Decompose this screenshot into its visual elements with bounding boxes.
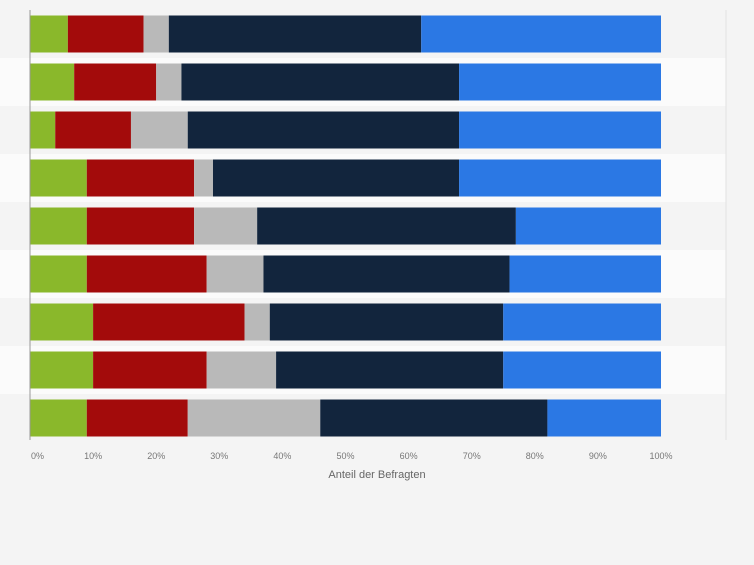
- x-tick-label-9: 90%: [589, 451, 607, 461]
- bar-segment-row3-series1: [86, 159, 195, 197]
- bar-segment-row4-series2: [194, 207, 258, 245]
- bar-segment-row0-series1: [67, 15, 144, 53]
- x-axis-ticks: 0% 10% 20% 30% 40% 50% 60% 70% 80% 90% 100%: [31, 451, 673, 461]
- bar-segment-row0-series0: [30, 15, 68, 53]
- x-axis-label: Anteil der Befragten: [328, 469, 425, 481]
- bar-segment-row0-series4: [421, 15, 661, 53]
- x-tick-label-5: 50%: [336, 451, 354, 461]
- x-tick-label-4: 40%: [273, 451, 291, 461]
- bar-segment-row5-series3: [263, 255, 510, 293]
- bar-segment-row2-series3: [187, 111, 460, 149]
- x-tick-label-7: 70%: [463, 451, 481, 461]
- bar-segment-row4-series0: [30, 207, 87, 245]
- bar-segment-row4-series1: [86, 207, 195, 245]
- bar-segment-row2-series2: [130, 111, 188, 149]
- bar-segment-row2-series4: [459, 111, 661, 149]
- x-tick-label-8: 80%: [526, 451, 544, 461]
- bar-segment-row2-series1: [55, 111, 131, 149]
- bar-segment-row1-series4: [459, 63, 661, 101]
- bar-segment-row3-series4: [459, 159, 661, 197]
- bar-segment-row0-series2: [143, 15, 169, 53]
- bar-segment-row3-series3: [212, 159, 460, 197]
- bar-segment-row1-series0: [30, 63, 75, 101]
- bar-segment-row1-series2: [156, 63, 182, 101]
- x-tick-label-10: 100%: [649, 451, 672, 461]
- bar-segment-row0-series3: [168, 15, 422, 53]
- bar-segment-row6-series3: [269, 303, 504, 341]
- bar-segment-row8-series2: [187, 399, 321, 437]
- bar-segment-row6-series0: [30, 303, 94, 341]
- bar-segment-row7-series2: [206, 351, 277, 389]
- bar-segment-row7-series1: [93, 351, 207, 389]
- bar-segment-row3-series0: [30, 159, 87, 197]
- bar-segment-row5-series0: [30, 255, 87, 293]
- bar-segment-row1-series3: [181, 63, 460, 101]
- x-tick-label-0: 0%: [31, 451, 44, 461]
- bar-segment-row7-series3: [276, 351, 504, 389]
- bar-segment-row8-series3: [320, 399, 548, 437]
- bar-segment-row7-series0: [30, 351, 94, 389]
- bar-segment-row3-series2: [194, 159, 213, 197]
- x-tick-label-6: 60%: [400, 451, 418, 461]
- bar-segment-row5-series2: [206, 255, 264, 293]
- bar-segment-row7-series4: [503, 351, 661, 389]
- bar-segment-row2-series0: [30, 111, 56, 149]
- bar-segment-row4-series4: [515, 207, 661, 245]
- bar-segment-row4-series3: [257, 207, 516, 245]
- bar-segment-row6-series2: [244, 303, 270, 341]
- bar-segment-row1-series1: [74, 63, 157, 101]
- bar-segment-row6-series1: [93, 303, 245, 341]
- x-tick-label-1: 10%: [84, 451, 102, 461]
- x-tick-label-2: 20%: [147, 451, 165, 461]
- bar-segment-row5-series1: [86, 255, 207, 293]
- bars: [30, 15, 661, 437]
- bar-segment-row8-series0: [30, 399, 87, 437]
- bar-segment-row6-series4: [503, 303, 661, 341]
- x-tick-label-3: 30%: [210, 451, 228, 461]
- bar-segment-row8-series4: [547, 399, 661, 437]
- bar-segment-row5-series4: [509, 255, 661, 293]
- bar-segment-row8-series1: [86, 399, 188, 437]
